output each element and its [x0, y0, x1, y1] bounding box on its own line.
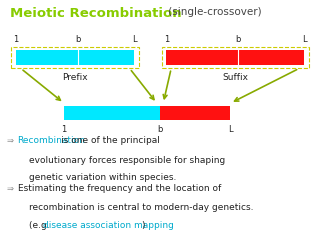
Text: 1: 1: [164, 35, 169, 44]
Bar: [11, 47, 139, 68]
Text: Estimating the frequency and the location of: Estimating the frequency and the locatio…: [18, 184, 221, 192]
Text: Suffix: Suffix: [222, 73, 248, 82]
Text: genetic variation within species.: genetic variation within species.: [29, 173, 176, 182]
Text: disease association mapping: disease association mapping: [43, 221, 174, 230]
Text: b: b: [75, 35, 80, 44]
Bar: [16, 50, 134, 65]
Text: Recombination: Recombination: [18, 136, 85, 144]
Text: (single-crossover): (single-crossover): [165, 7, 261, 17]
Bar: [160, 106, 230, 120]
Text: is one of the principal: is one of the principal: [18, 136, 159, 144]
Text: L: L: [132, 35, 137, 44]
Text: evolutionary forces responsible for shaping: evolutionary forces responsible for shap…: [29, 156, 225, 165]
Text: 1: 1: [13, 35, 19, 44]
Text: recombination is central to modern-day genetics.: recombination is central to modern-day g…: [29, 203, 253, 212]
Bar: [64, 106, 160, 120]
Text: L: L: [228, 125, 233, 134]
Text: Meiotic Recombination: Meiotic Recombination: [10, 7, 181, 20]
Text: ⇒: ⇒: [6, 184, 13, 192]
Text: Prefix: Prefix: [62, 73, 88, 82]
Text: b: b: [235, 35, 241, 44]
Text: 1: 1: [61, 125, 67, 134]
Text: ): ): [141, 221, 144, 230]
Text: (e.g.: (e.g.: [29, 221, 52, 230]
Bar: [166, 50, 304, 65]
Text: ⇒: ⇒: [6, 136, 13, 144]
Text: b: b: [157, 125, 163, 134]
Bar: [162, 47, 309, 68]
Text: L: L: [302, 35, 306, 44]
